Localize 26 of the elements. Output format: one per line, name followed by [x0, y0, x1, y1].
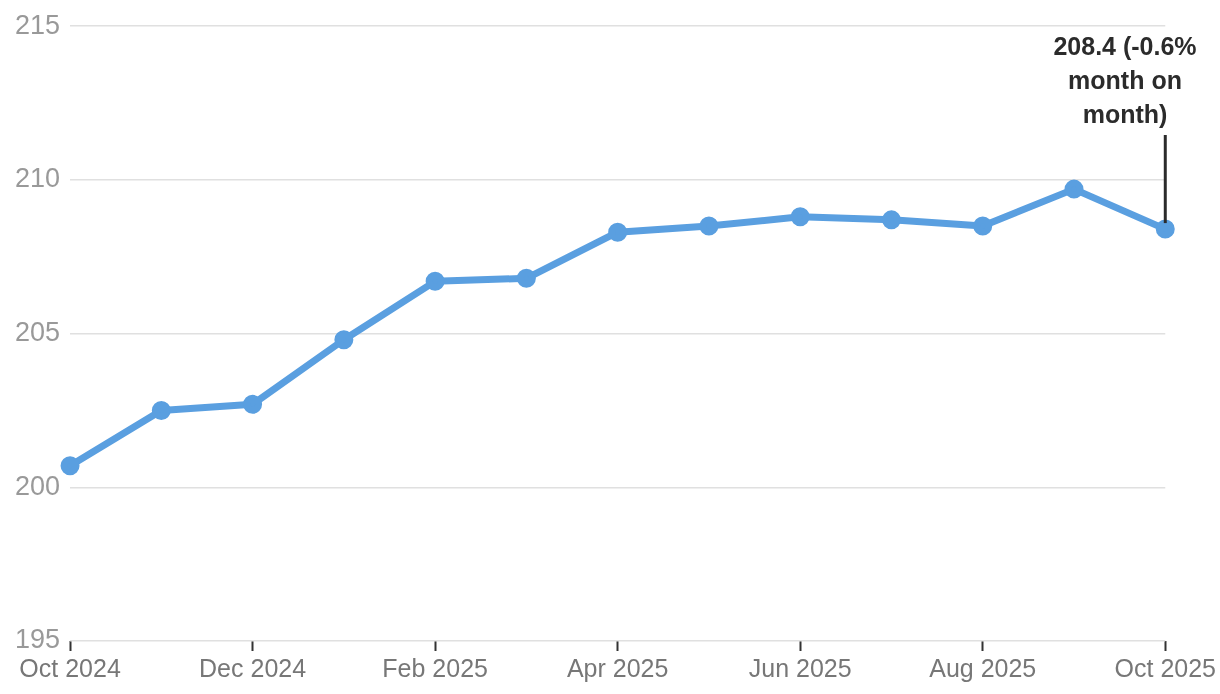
- x-tick-label: Jun 2025: [748, 653, 852, 682]
- point: [881, 210, 901, 230]
- y-tick-label: 210: [14, 163, 61, 194]
- y-tick-label: 200: [14, 470, 61, 501]
- point: [608, 222, 628, 242]
- point: [516, 268, 536, 288]
- point: [425, 271, 445, 291]
- point: [790, 207, 810, 227]
- x-tick-label: Oct 2024: [19, 653, 121, 682]
- x-tick-label: Oct 2025: [1114, 653, 1216, 682]
- x-tick-label: Apr 2025: [566, 653, 669, 682]
- point: [243, 394, 263, 414]
- point: [973, 216, 993, 236]
- y-tick-label: 195: [14, 624, 61, 655]
- point: [699, 216, 719, 236]
- point: [60, 456, 80, 476]
- x-tick-label: Feb 2025: [382, 653, 488, 682]
- point: [334, 330, 354, 350]
- y-tick-label: 215: [14, 9, 61, 40]
- point: [1155, 219, 1175, 239]
- point: [1064, 179, 1084, 199]
- y-tick-label: 205: [14, 317, 61, 348]
- annotation: 208.4 (-0.6% month on month): [1053, 32, 1197, 128]
- point: [151, 400, 171, 420]
- x-tick-label: Dec 2024: [199, 653, 307, 682]
- x-tick-label: Aug 2025: [929, 653, 1037, 682]
